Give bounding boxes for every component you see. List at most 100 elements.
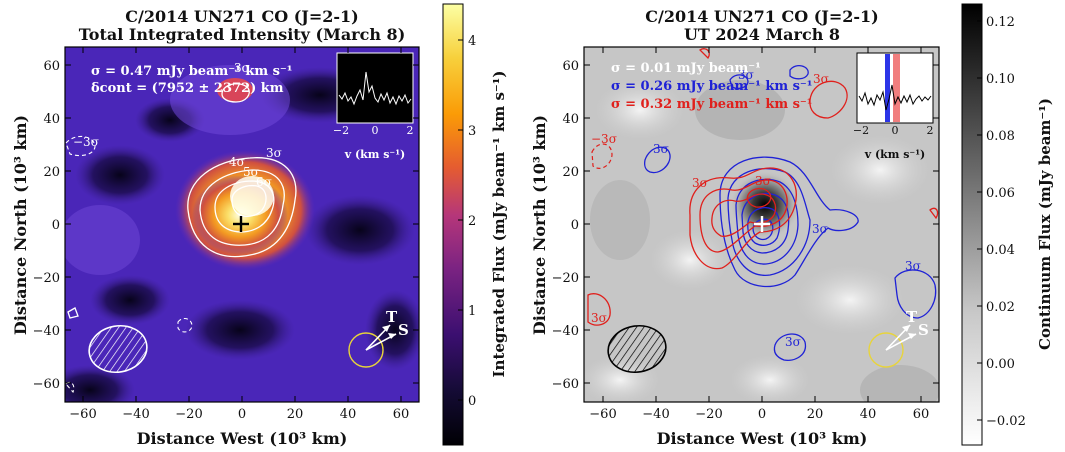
panel1-direction-vectors: T S bbox=[348, 308, 409, 368]
vector-label-S: S bbox=[398, 321, 409, 339]
colorbar1-tick-1: 1 bbox=[468, 304, 476, 319]
panel2-xtick--40: −40 bbox=[642, 407, 669, 422]
panel1-ytick-60: 60 bbox=[43, 59, 60, 74]
panel2-subtitle: UT 2024 March 8 bbox=[684, 25, 840, 44]
panel2-beam-ellipse bbox=[607, 324, 667, 374]
panel2-vector-label-T: T bbox=[906, 308, 918, 326]
panel2-blue-3sigma-1: 3σ bbox=[653, 142, 669, 156]
panel1-xtick--60: −60 bbox=[69, 407, 96, 422]
panel2-inset-spectrum: −2 0 2 v (km s⁻¹) bbox=[853, 52, 934, 161]
panel1-ylabel: Distance North (10³ km) bbox=[11, 115, 30, 335]
panel1-ytick-40: 40 bbox=[43, 112, 60, 127]
panel2-red-3sigma-1: 3σ bbox=[813, 72, 829, 86]
panel2-red-3sigma-2: 3σ bbox=[692, 176, 708, 190]
inset2-tick-2: 2 bbox=[927, 124, 934, 137]
colorbar1-tick-0: 0 bbox=[468, 394, 476, 409]
panel1-offset-annotation: δcont = (7952 ± 2372) km bbox=[91, 81, 284, 96]
panel2-peak-marker bbox=[754, 216, 770, 232]
colorbar1-tick-4: 4 bbox=[468, 34, 476, 49]
colorbar2-tick-0.08: 0.08 bbox=[986, 129, 1015, 144]
panel-integrated-intensity: C/2014 UN271 CO (J=2-1) Total Integrated… bbox=[11, 3, 508, 448]
contour-label-6sigma: 6σ bbox=[256, 175, 272, 189]
panel1-xtick-20: 20 bbox=[287, 407, 304, 422]
panel2-title: C/2014 UN271 CO (J=2-1) bbox=[645, 7, 879, 26]
panel2-ytick-40: 40 bbox=[562, 112, 579, 127]
panel1-tick-marks bbox=[65, 47, 419, 402]
panel1-title: C/2014 UN271 CO (J=2-1) bbox=[125, 7, 359, 26]
legend-continuum-sigma: σ = 0.01 mJy beam⁻¹ bbox=[611, 61, 761, 76]
panel1-xtick--20: −20 bbox=[175, 407, 202, 422]
panel2-xtick--20: −20 bbox=[695, 407, 722, 422]
panel2-vector-label-S: S bbox=[918, 321, 929, 339]
panel2-blue-3sigma-5: 3σ bbox=[738, 68, 754, 82]
panel2-ylabel: Distance North (10³ km) bbox=[530, 115, 549, 335]
panel1-ytick-20: 20 bbox=[43, 165, 60, 180]
panel-continuum: C/2014 UN271 CO (J=2-1) UT 2024 March 8 bbox=[530, 3, 1054, 448]
colorbar2-tick-0.00: 0.00 bbox=[986, 357, 1015, 372]
colorbar1-tick-3: 3 bbox=[468, 124, 476, 139]
panel1-beam-ellipse bbox=[88, 324, 148, 374]
inset2-xlabel: v (km s⁻¹) bbox=[864, 148, 926, 161]
inset2-red-band bbox=[893, 54, 900, 122]
panel2-blue-3sigma-3: 3σ bbox=[905, 259, 921, 273]
inset2-blue-band bbox=[885, 54, 890, 122]
panel2-ytick--60: −60 bbox=[552, 377, 579, 392]
panel2-blue-3sigma-2: 3σ bbox=[812, 222, 828, 236]
legend-blue-sigma: σ = 0.26 mJy beam⁻¹ km s⁻¹ bbox=[611, 79, 813, 94]
panel2-direction-vectors: T S bbox=[868, 308, 929, 368]
panel1-peak-marker bbox=[233, 216, 249, 232]
inset1-tick-2: 2 bbox=[407, 124, 414, 137]
inset2-tick-0: 0 bbox=[892, 124, 899, 137]
contour-label-5sigma: 5σ bbox=[243, 165, 259, 179]
panel2-xtick-0: 0 bbox=[758, 407, 766, 422]
panel2-ytick-0: 0 bbox=[571, 218, 579, 233]
contour-label-3sigma-peak: 3σ bbox=[234, 61, 250, 75]
colorbar2-tick-0.06: 0.06 bbox=[986, 186, 1015, 201]
panel2-xlabel: Distance West (10³ km) bbox=[657, 429, 868, 448]
colorbar2-label: Continuum Flux (mJy beam⁻¹) bbox=[1036, 98, 1054, 350]
panel1-contour-labels: 3σ 3σ 4σ 5σ 6σ −3σ bbox=[73, 61, 282, 189]
inset2-spectrum-line bbox=[858, 84, 932, 111]
inset2-tick--2: −2 bbox=[853, 124, 869, 137]
panel2-red-minus-3sigma: −3σ bbox=[591, 132, 617, 146]
inset1-tick-0: 0 bbox=[372, 124, 379, 137]
panel1-xlabel: Distance West (10³ km) bbox=[137, 429, 348, 448]
panel1-xtick-0: 0 bbox=[238, 407, 246, 422]
panel2-xtick-40: 40 bbox=[860, 407, 877, 422]
panel2-blue-3sigma-4: 3σ bbox=[785, 335, 801, 349]
legend-red-sigma: σ = 0.32 mJy beam⁻¹ km s⁻¹ bbox=[611, 97, 813, 112]
colorbar2-tick-0.02: 0.02 bbox=[986, 300, 1015, 315]
panel2-xtick-60: 60 bbox=[913, 407, 930, 422]
panel2-tick-marks bbox=[584, 47, 939, 402]
panel1-xtick-60: 60 bbox=[393, 407, 410, 422]
contour-label-minus-3sigma: −3σ bbox=[73, 135, 99, 149]
panel1-xtick--40: −40 bbox=[122, 407, 149, 422]
vector-label-T: T bbox=[386, 308, 398, 326]
inset-spectrum-line bbox=[338, 71, 412, 106]
panel1-sigma-annotation: σ = 0.47 mJy beam⁻¹ km s⁻¹ bbox=[91, 64, 293, 79]
inset1-tick--2: −2 bbox=[333, 124, 349, 137]
colorbar2-tick--0.02: −0.02 bbox=[986, 414, 1026, 429]
colorbar2-tick-0.04: 0.04 bbox=[986, 243, 1015, 258]
panel1-ytick--40: −40 bbox=[33, 324, 60, 339]
contour-label-3sigma-core: 3σ bbox=[266, 146, 282, 160]
panel1-colorbar: 0 1 2 3 4 Integrated Flux (mJy beam⁻¹ km… bbox=[442, 3, 508, 446]
colorbar1-label: Integrated Flux (mJy beam⁻¹ km s⁻¹) bbox=[490, 71, 508, 378]
panel1-ytick-0: 0 bbox=[52, 218, 60, 233]
panel2-colorbar: −0.02 0.00 0.02 0.04 0.06 0.08 0.10 0.12… bbox=[961, 3, 1054, 446]
panel2-ytick--40: −40 bbox=[552, 324, 579, 339]
colorbar2-tick-0.12: 0.12 bbox=[986, 15, 1015, 30]
panel2-axes: −60 −40 −20 0 20 40 60 −60 −40 −20 0 20 … bbox=[552, 47, 939, 422]
panel1-ytick--20: −20 bbox=[33, 271, 60, 286]
panel2-ytick--20: −20 bbox=[552, 271, 579, 286]
colorbar2-tick-0.10: 0.10 bbox=[986, 72, 1015, 87]
panel1-inset-spectrum: −2 0 2 v (km s⁻¹) bbox=[333, 52, 414, 161]
contour-label-4sigma: 4σ bbox=[229, 155, 245, 169]
panel2-contour-labels: 3σ 3σ 3σ 3σ −3σ 3σ 3σ 3σ 3σ 3σ bbox=[591, 68, 921, 349]
panel1-subtitle: Total Integrated Intensity (March 8) bbox=[79, 25, 406, 44]
panel2-xtick-20: 20 bbox=[807, 407, 824, 422]
panel1-axes: −60 −40 −20 0 20 40 60 −60 −40 −20 0 20 … bbox=[33, 47, 419, 422]
panel2-legend: σ = 0.01 mJy beam⁻¹ σ = 0.26 mJy beam⁻¹ … bbox=[611, 61, 813, 112]
inset1-xlabel: v (km s⁻¹) bbox=[344, 148, 406, 161]
